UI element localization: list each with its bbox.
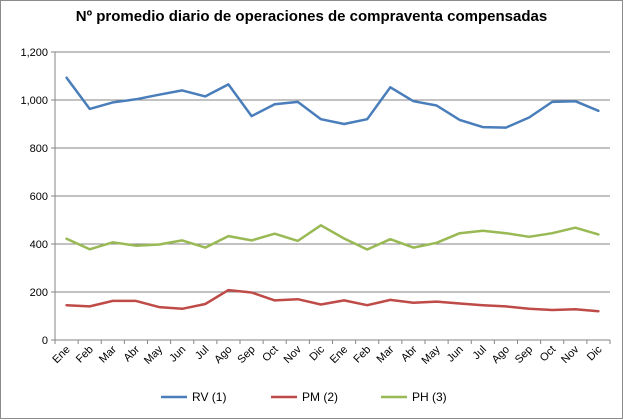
- x-tick-label: Oct: [260, 344, 281, 365]
- x-tick-label: Jun: [445, 344, 466, 365]
- x-tick-label: May: [142, 343, 166, 367]
- x-tick-label: Dic: [585, 343, 605, 363]
- legend-label: PH (3): [412, 390, 447, 404]
- series-lines: [65, 76, 600, 313]
- x-tick-label: Abr: [121, 343, 142, 364]
- x-tick-label: Ene: [328, 344, 350, 366]
- x-tick-label: Abr: [399, 343, 420, 364]
- series-line-2: [65, 288, 600, 313]
- x-tick-label: Jul: [471, 344, 489, 362]
- x-tick-label: Nov: [559, 343, 582, 366]
- x-tick-label: Jun: [167, 344, 188, 365]
- legend-label: PM (2): [302, 390, 338, 404]
- x-tick-label: Mar: [375, 343, 397, 365]
- x-tick-label: Feb: [74, 344, 96, 366]
- y-tick-label: 1,000: [20, 95, 48, 107]
- x-tick-label: Ago: [490, 344, 512, 366]
- x-tick-label: Jul: [193, 344, 211, 362]
- x-tick-label: Feb: [351, 344, 373, 366]
- legend-label: RV (1): [192, 390, 226, 404]
- x-tick-label: Nov: [282, 343, 305, 366]
- x-tick-label: Sep: [235, 344, 257, 366]
- x-tick-label: Ene: [50, 344, 72, 366]
- x-tick-label: Ago: [212, 344, 234, 366]
- x-tick-label: Sep: [513, 344, 535, 366]
- series-line-1: [65, 76, 600, 129]
- axes: [51, 51, 611, 344]
- y-tick-label: 1,200: [20, 47, 48, 59]
- x-tick-label: Dic: [307, 343, 327, 363]
- gridlines: [55, 51, 610, 293]
- x-tick-label: May: [420, 343, 444, 367]
- x-tick-labels: Ene Feb Mar Abr May Jun Jul Ago Sep Oct Nov Dic Ene F…: [50, 343, 605, 367]
- legend: RV (1) PM (2) PH (3): [161, 390, 447, 404]
- y-tick-label: 200: [30, 287, 48, 299]
- y-tick-label: 600: [30, 191, 48, 203]
- chart-title: Nº promedio diario de operaciones de com…: [75, 8, 548, 25]
- y-tick-label: 400: [30, 239, 48, 251]
- y-tick-label: 800: [30, 143, 48, 155]
- x-tick-label: Mar: [97, 343, 119, 365]
- x-tick-label: Oct: [538, 344, 559, 365]
- series-line-3: [65, 224, 600, 251]
- y-tick-label: 0: [42, 335, 48, 347]
- y-tick-labels: 0 200 400 600 800 1,000 1,200: [20, 47, 48, 347]
